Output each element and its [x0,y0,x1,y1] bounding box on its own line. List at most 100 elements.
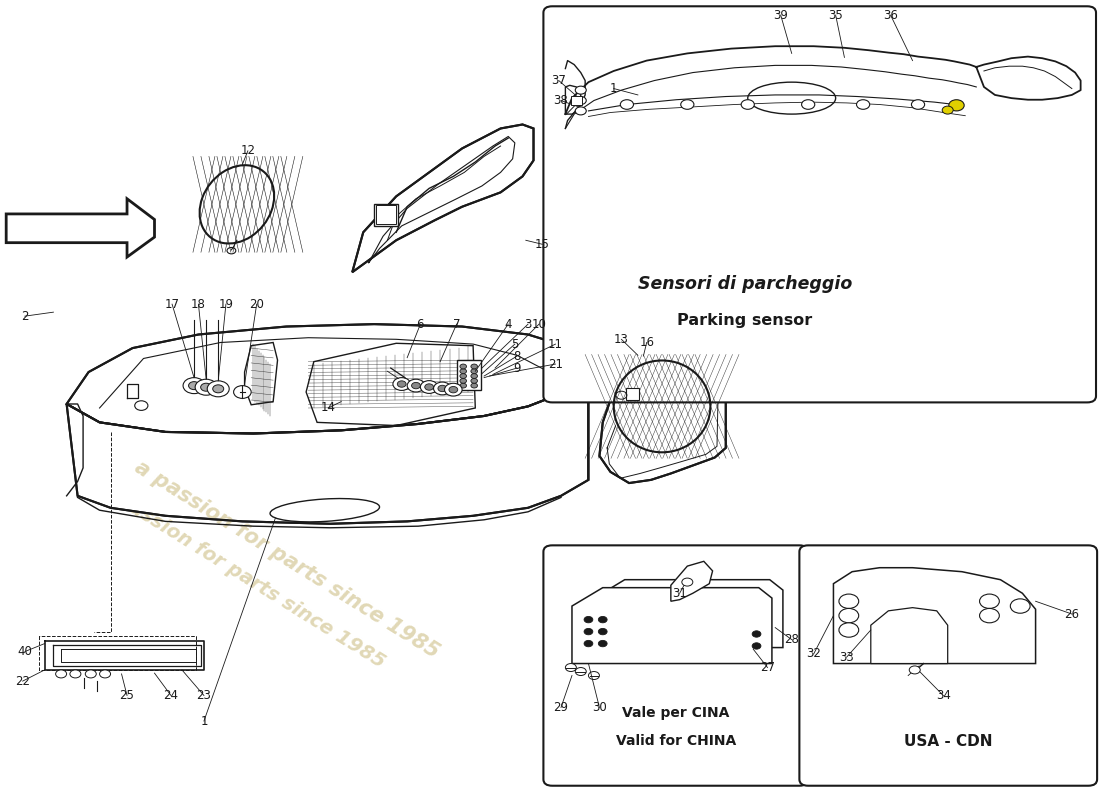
Polygon shape [600,328,726,483]
Circle shape [752,642,761,649]
Text: 23: 23 [197,689,211,702]
Circle shape [86,670,97,678]
Circle shape [397,381,406,387]
Circle shape [598,617,607,623]
Circle shape [188,382,199,390]
Text: 36: 36 [883,9,898,22]
Circle shape [420,381,438,394]
Text: 28: 28 [784,633,799,646]
Polygon shape [671,562,713,602]
Circle shape [598,629,607,634]
Text: 7: 7 [453,318,461,330]
Text: 35: 35 [828,9,843,22]
Circle shape [752,630,761,637]
Circle shape [910,666,921,674]
Text: 9: 9 [514,362,520,374]
Text: 40: 40 [18,645,32,658]
Text: 32: 32 [806,647,821,661]
Circle shape [681,100,694,110]
Text: 16: 16 [639,336,654,349]
Text: a passion for parts since 1985: a passion for parts since 1985 [131,457,442,662]
Circle shape [200,383,211,391]
Circle shape [471,369,477,374]
Circle shape [575,667,586,675]
Polygon shape [572,588,772,663]
Circle shape [183,378,205,394]
Text: Vale per CINA: Vale per CINA [623,706,729,720]
Polygon shape [871,608,948,663]
Circle shape [620,100,634,110]
Circle shape [233,386,251,398]
Circle shape [839,609,859,623]
Circle shape [575,107,586,115]
Text: 34: 34 [936,689,950,702]
Circle shape [433,382,451,395]
Polygon shape [834,568,1035,663]
Text: Valid for CHINA: Valid for CHINA [616,734,736,748]
Circle shape [70,670,81,678]
Text: 11: 11 [548,338,563,350]
Circle shape [584,617,593,623]
Text: 13: 13 [614,333,629,346]
FancyBboxPatch shape [543,6,1096,402]
Circle shape [212,385,223,393]
Circle shape [56,670,67,678]
Circle shape [565,663,576,671]
Circle shape [195,379,217,395]
Circle shape [912,100,925,110]
Circle shape [471,364,477,369]
FancyBboxPatch shape [800,546,1097,786]
Polygon shape [67,362,589,524]
Circle shape [207,381,229,397]
Text: 6: 6 [417,318,425,330]
Text: 12: 12 [241,144,255,158]
Text: 1: 1 [610,82,617,95]
Bar [571,96,582,106]
Circle shape [425,384,433,390]
Bar [374,203,398,226]
Text: 2: 2 [21,310,29,322]
Circle shape [1010,599,1030,614]
Text: 21: 21 [548,358,563,370]
Circle shape [393,378,410,390]
Circle shape [438,386,447,392]
Ellipse shape [198,164,276,245]
Text: 14: 14 [320,402,336,414]
FancyBboxPatch shape [543,546,808,786]
Text: 1: 1 [200,714,208,727]
Text: 18: 18 [191,298,206,310]
Circle shape [471,374,477,378]
Circle shape [460,383,466,388]
Circle shape [949,100,965,111]
Circle shape [460,374,466,378]
Circle shape [460,364,466,369]
Circle shape [598,640,607,646]
Text: 38: 38 [553,94,569,107]
Text: USA - CDN: USA - CDN [904,734,992,749]
Polygon shape [352,125,534,272]
Text: 22: 22 [15,674,30,688]
Circle shape [980,609,999,623]
Circle shape [411,382,420,389]
Bar [456,360,481,390]
Polygon shape [592,580,783,647]
Text: 8: 8 [514,350,520,362]
Circle shape [584,640,593,646]
Bar [626,388,639,400]
Circle shape [460,378,466,383]
Circle shape [575,97,586,105]
Text: 29: 29 [553,701,569,714]
Circle shape [741,100,755,110]
Text: 5: 5 [512,338,518,350]
Circle shape [471,383,477,388]
Circle shape [471,378,477,383]
Circle shape [100,670,111,678]
Text: 30: 30 [592,701,607,714]
Text: 20: 20 [250,298,264,310]
Circle shape [980,594,999,609]
Circle shape [802,100,815,110]
Polygon shape [7,198,154,257]
Text: 39: 39 [773,9,788,22]
Text: 19: 19 [219,298,233,310]
Text: 24: 24 [164,689,178,702]
